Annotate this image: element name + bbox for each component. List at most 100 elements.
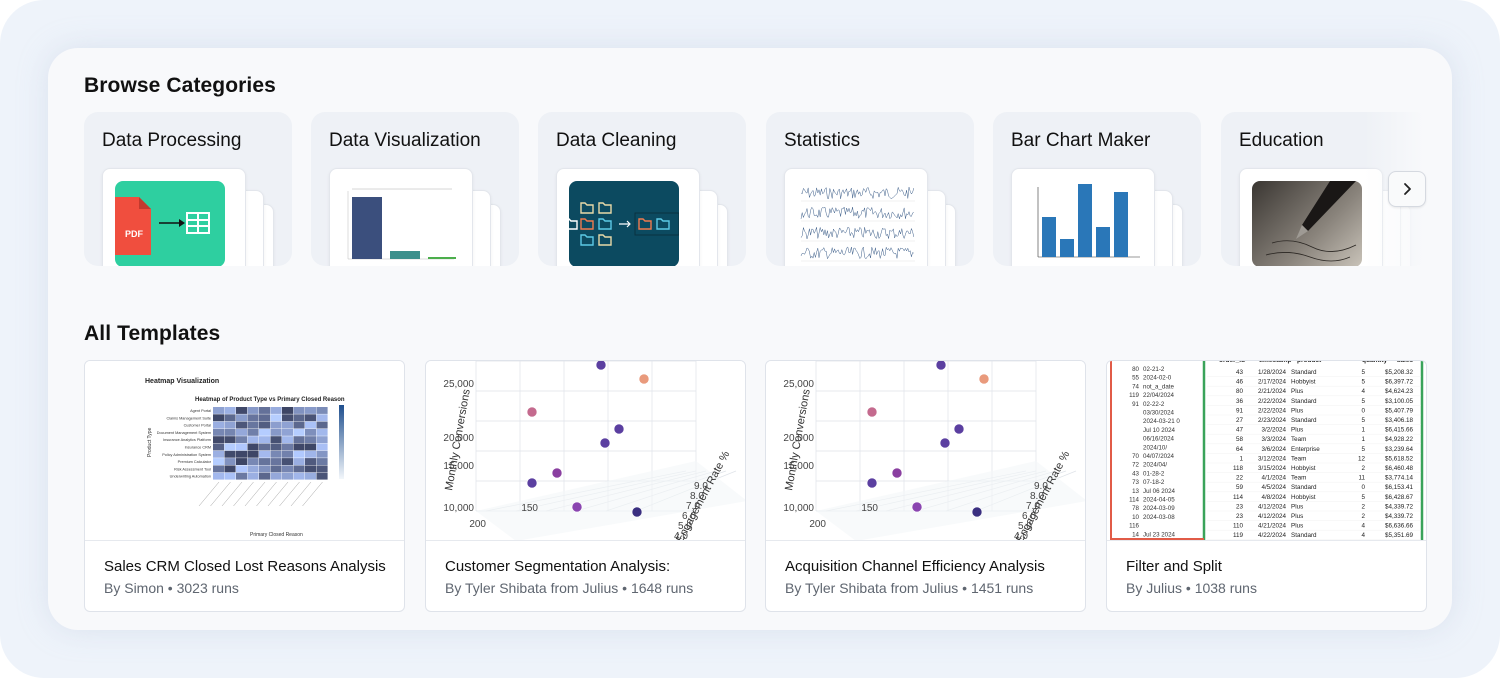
table-cell: $4,339.72 (1385, 513, 1414, 520)
heatmap-cell (316, 465, 328, 473)
category-card-data-processing[interactable]: Data Processing PDF (84, 112, 292, 266)
heatmap-cell (213, 465, 225, 473)
scatter-point (978, 373, 990, 385)
template-card-filter-split[interactable]: 80 02-21-2 55 2024-02-0 74 not_a_date 119 22/04… (1106, 360, 1427, 612)
table-left-date: 02-21-2 (1143, 366, 1165, 373)
heatmap-cell (316, 450, 328, 458)
table-cell: Hobbyist (1291, 379, 1316, 386)
table-cell: $4,928.22 (1385, 436, 1414, 443)
table-cell: 2/21/2024 (1258, 388, 1287, 395)
table-cell: 91 (1236, 407, 1244, 414)
table-left-date: 2024-03-09 (1143, 505, 1175, 512)
bar-maker-icon (1037, 184, 1140, 258)
table-cell: 5 (1361, 417, 1365, 424)
scatter-point (891, 467, 903, 479)
table-cell: 23 (1236, 503, 1244, 510)
heatmap-row-label: Claims Management Suite (166, 416, 211, 420)
heatmap-cell (316, 428, 328, 436)
table-cell: 80 (1236, 388, 1244, 395)
table-cell: Standard (1291, 398, 1317, 405)
y-tick-label: 7.0 (1026, 501, 1040, 512)
heatmap-cell (282, 465, 294, 473)
table-cell: Standard (1291, 417, 1317, 424)
table-left-date: 01-28-2 (1143, 470, 1165, 477)
heatmap-heading: Heatmap Visualization (145, 378, 219, 385)
heatmap-cell (213, 443, 225, 451)
heatmap-cell (293, 421, 305, 429)
table-cell: $3,239.64 (1385, 446, 1414, 453)
y-tick-label: 8.0 (1030, 491, 1044, 502)
table-left-date: 22/04/2024 (1143, 392, 1175, 399)
template-card-acquisition-channel[interactable]: Monthly Conversions Engagement Rate % 25,0… (765, 360, 1086, 612)
bar-chart-icon (347, 188, 456, 260)
heatmap-cell (282, 472, 294, 480)
table-cell: 36 (1236, 398, 1244, 405)
table-cell: 5 (1361, 379, 1365, 386)
table-cell: Standard (1291, 484, 1317, 491)
table-cell: 114 (1233, 494, 1244, 501)
template-card-sales-crm[interactable]: Heatmap Visualization Heatmap of Product… (84, 360, 405, 612)
template-card-customer-segmentation[interactable]: Monthly Conversions Engagement Rate % 25,0… (425, 360, 746, 612)
table-header: order_id (1219, 361, 1245, 364)
table-left-date: 04/07/2024 (1143, 453, 1175, 460)
scatter-point (526, 406, 538, 418)
heatmap-cell (293, 472, 305, 480)
heatmap-cell (236, 407, 248, 414)
table-cell: Plus (1291, 523, 1303, 530)
scatter-point (911, 501, 923, 513)
heatmap-cell (236, 472, 248, 480)
category-card-data-cleaning[interactable]: Data Cleaning (538, 112, 746, 266)
y-tick-label: 4.0 (1014, 531, 1028, 541)
table-cell: $3,406.18 (1385, 417, 1414, 424)
scatter-point (953, 423, 965, 435)
table-cell: 64 (1236, 446, 1244, 453)
x-tick-label: 150 (861, 503, 878, 514)
heatmap-row-label: Risk Assessment Tool (174, 467, 211, 471)
table-left-date: Jul 10 2024 (1143, 427, 1176, 434)
table-left-id: 73 (1132, 479, 1139, 486)
heatmap-cell (224, 450, 236, 458)
table-left-id: 72 (1132, 462, 1139, 469)
scatter-point (526, 477, 538, 489)
table-cell: $6,415.66 (1385, 427, 1414, 434)
table-cell: 5 (1361, 369, 1365, 376)
table-cell: $5,351.69 (1385, 532, 1414, 539)
heatmap-cell (259, 458, 271, 465)
heatmap-cell (270, 443, 282, 451)
table-cell: Team (1291, 475, 1306, 482)
heatmap-cell (282, 450, 294, 458)
heatmap-cell (224, 443, 236, 451)
category-card-data-visualization[interactable]: Data Visualization (311, 112, 519, 266)
bar-chart-thumbnail (342, 181, 462, 266)
heatmap-cell (305, 472, 317, 480)
category-label: Data Visualization (329, 130, 481, 151)
pdf-to-table-icon: PDF (115, 197, 210, 255)
category-card-bar-chart-maker[interactable]: Bar Chart Maker (993, 112, 1201, 266)
heatmap-cell (270, 421, 282, 429)
carousel-next-button[interactable] (1388, 171, 1426, 207)
template-title: Acquisition Channel Efficiency Analysis (785, 558, 1045, 575)
category-carousel: Data Processing PDF (84, 112, 1424, 266)
category-card-statistics[interactable]: Statistics (766, 112, 974, 266)
template-meta: By Julius • 1038 runs (1126, 580, 1257, 596)
heatmap-cell (259, 421, 271, 429)
heatmap-cell (270, 472, 282, 480)
all-templates-heading: All Templates (84, 322, 221, 345)
heatmap-row-label: Customer Portal (184, 424, 212, 428)
heatmap-cell (247, 458, 259, 465)
category-label: Bar Chart Maker (1011, 130, 1151, 151)
heatmap-cell (224, 436, 236, 444)
table-left-date: 03/30/2024 (1143, 410, 1175, 417)
x-tick-label: 150 (521, 503, 538, 514)
table-cell: $6,636.66 (1385, 523, 1414, 530)
heatmap-cell (270, 414, 282, 422)
table-cell: 59 (1236, 484, 1244, 491)
scatter-point (631, 506, 643, 518)
heatmap-cell (270, 436, 282, 444)
main-panel: Browse Categories Data Processing PDF (48, 48, 1452, 630)
scatter-point (971, 506, 983, 518)
table-cell: Hobbyist (1291, 465, 1316, 472)
table-cell: $5,407.79 (1385, 407, 1414, 414)
